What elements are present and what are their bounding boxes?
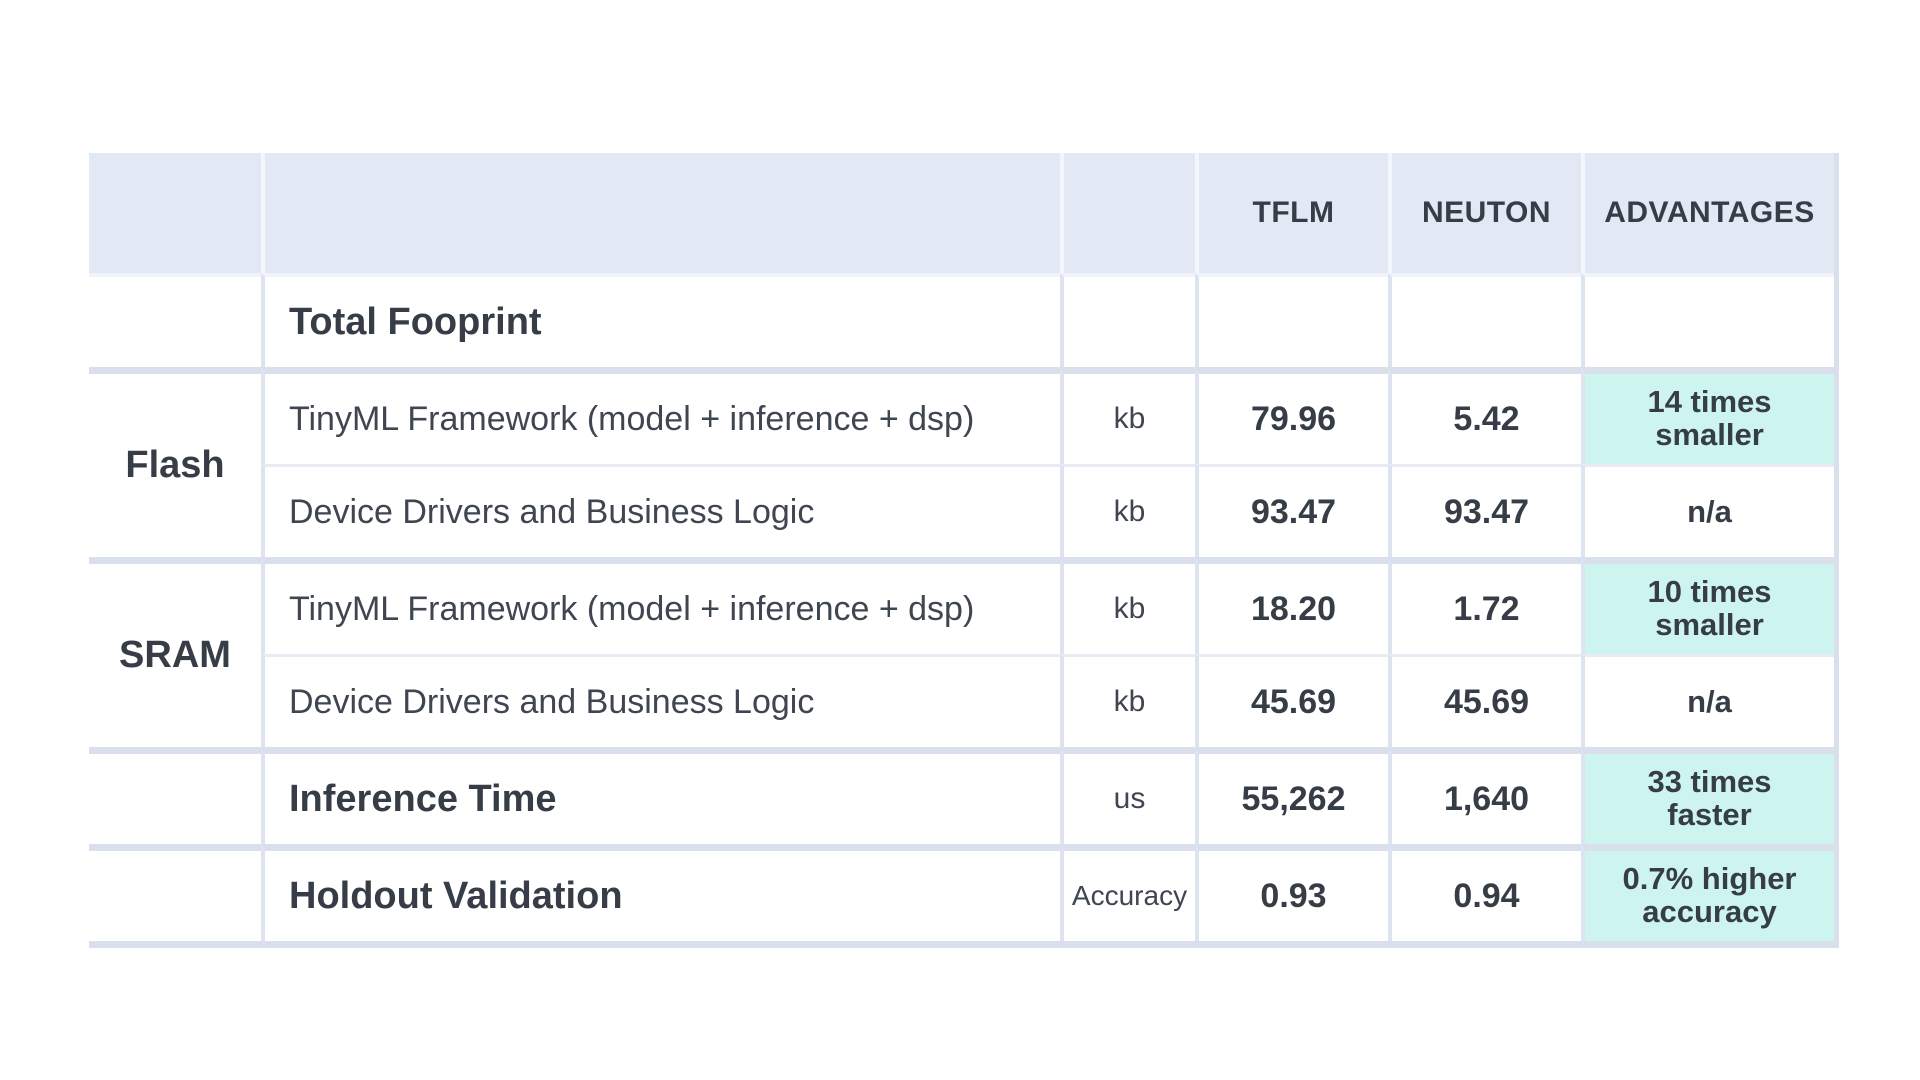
tflm-value: 0.93 xyxy=(1195,844,1388,941)
advantage-cell: n/a xyxy=(1581,464,1834,557)
metric-label: Total Fooprint xyxy=(261,273,1060,367)
table-header-row: TFLM NEUTON ADVANTAGES xyxy=(89,153,1834,273)
table-row-flash-tinyml: Flash TinyML Framework (model + inferenc… xyxy=(89,367,1834,557)
advantage-cell xyxy=(1581,273,1834,367)
advantage-line1: 33 times xyxy=(1647,764,1772,800)
unit-cell: Accuracy xyxy=(1060,844,1195,941)
unit-cell: kb xyxy=(1060,367,1195,464)
group-cell-sram: SRAM xyxy=(89,557,261,747)
unit-cell: kb xyxy=(1060,654,1195,747)
metric-label: TinyML Framework (model + inference + ds… xyxy=(261,367,1060,464)
advantage-cell-highlighted: 0.7% higher accuracy xyxy=(1581,844,1834,941)
unit-cell: us xyxy=(1060,747,1195,844)
group-cell-flash: Flash xyxy=(89,367,261,557)
advantage-cell-highlighted: 33 times faster xyxy=(1581,747,1834,844)
advantage-line1: 0.7% higher xyxy=(1622,861,1797,897)
table-row-flash-drivers: Device Drivers and Business Logic kb 93.… xyxy=(89,464,1834,557)
tflm-value: 79.96 xyxy=(1195,367,1388,464)
metric-label: Inference Time xyxy=(261,747,1060,844)
table-row-sram-tinyml: SRAM TinyML Framework (model + inference… xyxy=(89,557,1834,747)
neuton-value: 45.69 xyxy=(1388,654,1581,747)
advantage-cell-highlighted: 14 times smaller xyxy=(1581,367,1834,464)
advantage-line1: n/a xyxy=(1687,683,1732,719)
advantage-line1: n/a xyxy=(1687,493,1732,529)
tflm-value: 93.47 xyxy=(1195,464,1388,557)
tflm-value: 45.69 xyxy=(1195,654,1388,747)
advantage-cell: n/a xyxy=(1581,654,1834,747)
comparison-table: TFLM NEUTON ADVANTAGES Total Fooprint Fl… xyxy=(89,153,1839,948)
neuton-value: 1.72 xyxy=(1388,557,1581,654)
table-row-inference-time: Inference Time us 55,262 1,640 33 times … xyxy=(89,747,1834,844)
table-row-total-footprint: Total Fooprint xyxy=(89,273,1834,367)
advantage-line1: 10 times xyxy=(1647,574,1772,610)
unit-cell: kb xyxy=(1060,557,1195,654)
advantage-line2: smaller xyxy=(1655,607,1764,642)
header-group-cell xyxy=(89,153,261,273)
metric-label: Device Drivers and Business Logic xyxy=(261,464,1060,557)
column-header-neuton: NEUTON xyxy=(1388,153,1581,273)
table-row-sram-drivers: Device Drivers and Business Logic kb 45.… xyxy=(89,654,1834,747)
group-cell xyxy=(89,747,261,844)
neuton-value: 93.47 xyxy=(1388,464,1581,557)
column-header-tflm: TFLM xyxy=(1195,153,1388,273)
neuton-value: 0.94 xyxy=(1388,844,1581,941)
tflm-value: 55,262 xyxy=(1195,747,1388,844)
column-header-advantages: ADVANTAGES xyxy=(1581,153,1834,273)
group-cell xyxy=(89,273,261,367)
unit-cell xyxy=(1060,273,1195,367)
advantage-line2: faster xyxy=(1667,797,1752,832)
advantage-cell-highlighted: 10 times smaller xyxy=(1581,557,1834,654)
metric-label: Holdout Validation xyxy=(261,844,1060,941)
metric-label: Device Drivers and Business Logic xyxy=(261,654,1060,747)
neuton-value: 1,640 xyxy=(1388,747,1581,844)
neuton-value xyxy=(1388,273,1581,367)
unit-cell: kb xyxy=(1060,464,1195,557)
header-unit-cell xyxy=(1060,153,1195,273)
table-row-holdout-validation: Holdout Validation Accuracy 0.93 0.94 0.… xyxy=(89,844,1834,941)
neuton-value: 5.42 xyxy=(1388,367,1581,464)
advantage-line2: accuracy xyxy=(1642,894,1777,929)
tflm-value: 18.20 xyxy=(1195,557,1388,654)
advantage-line2: smaller xyxy=(1655,417,1764,452)
tflm-value xyxy=(1195,273,1388,367)
metric-label: TinyML Framework (model + inference + ds… xyxy=(261,557,1060,654)
group-cell xyxy=(89,844,261,941)
header-metric-cell xyxy=(261,153,1060,273)
advantage-line1: 14 times xyxy=(1647,384,1772,420)
